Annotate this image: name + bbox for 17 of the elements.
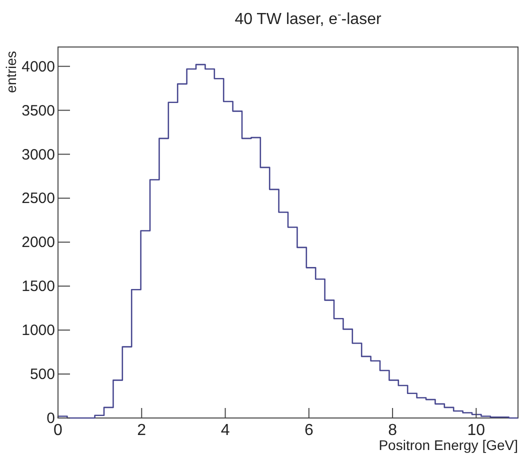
x-tick-label: 4 xyxy=(220,422,230,439)
x-axis-title: Positron Energy [GeV] xyxy=(378,437,518,453)
y-tick-label: 0 xyxy=(46,410,55,427)
y-tick-label: 500 xyxy=(30,366,55,384)
x-tick-label: 2 xyxy=(137,422,146,439)
y-tick-label: 1000 xyxy=(22,322,55,340)
x-tick-label: 6 xyxy=(304,422,314,439)
y-tick-label: 2000 xyxy=(22,234,55,252)
y-tick-label: 2500 xyxy=(22,190,55,208)
chart-title: 40 TW laser, e$^{-}$-laser xyxy=(234,9,382,28)
y-axis-title: entries xyxy=(3,51,19,94)
y-tick-label: 4000 xyxy=(22,58,55,76)
y-tick-label: 3000 xyxy=(22,146,55,164)
y-tick-label: 3500 xyxy=(22,102,55,120)
x-tick-label: 10 xyxy=(467,422,486,439)
y-tick-label: 1500 xyxy=(22,278,55,296)
x-tick-label: 8 xyxy=(388,422,398,439)
